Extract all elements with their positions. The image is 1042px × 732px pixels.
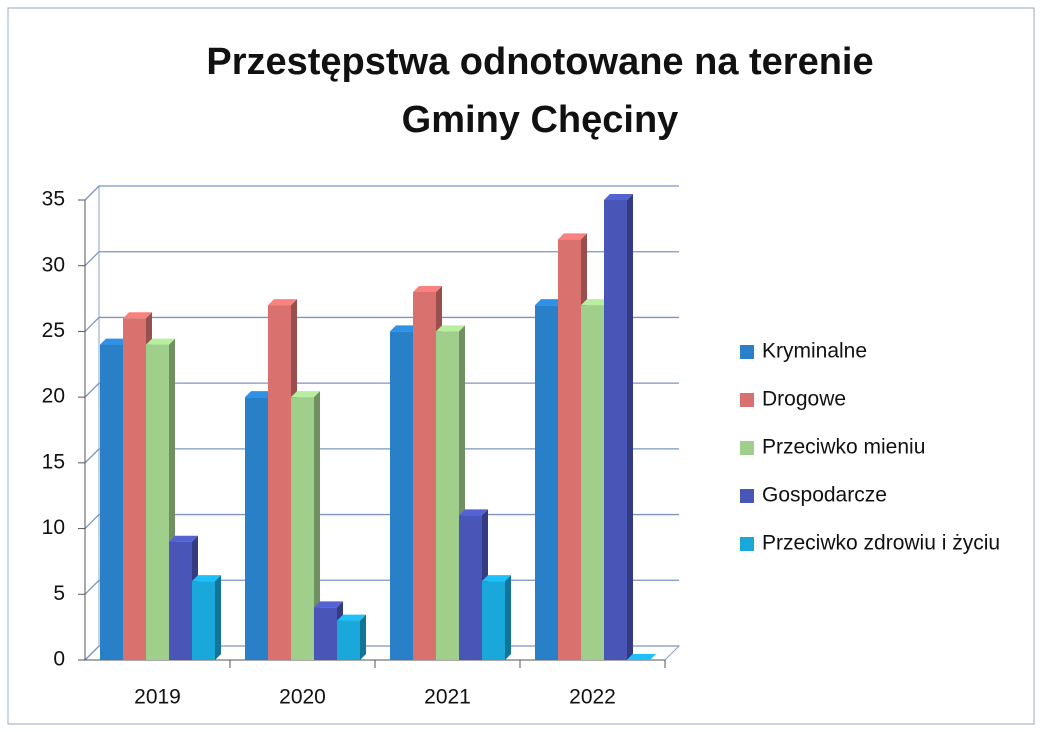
bar bbox=[100, 344, 123, 660]
bar bbox=[413, 292, 436, 660]
bar bbox=[268, 305, 291, 660]
bar-top bbox=[146, 338, 175, 345]
bar-top bbox=[100, 338, 129, 345]
bar bbox=[146, 344, 169, 660]
legend-label: Kryminalne bbox=[762, 340, 867, 363]
bar bbox=[314, 607, 337, 660]
y-tick-label: 5 bbox=[53, 582, 65, 605]
back-wall bbox=[84, 184, 100, 662]
grid-line bbox=[84, 382, 679, 398]
bar-top bbox=[192, 575, 221, 582]
bar-top bbox=[558, 233, 587, 240]
bar bbox=[390, 331, 413, 660]
x-tick-label: 2021 bbox=[424, 686, 471, 709]
bar-side bbox=[215, 575, 221, 660]
y-tick-label: 30 bbox=[42, 253, 65, 276]
y-tick-label: 15 bbox=[42, 450, 65, 473]
x-tick-label: 2022 bbox=[569, 686, 616, 709]
legend-swatch bbox=[740, 345, 754, 359]
legend-label: Gospodarcze bbox=[762, 484, 887, 507]
bar-side bbox=[314, 391, 320, 660]
y-tick-label: 10 bbox=[42, 516, 65, 539]
bar bbox=[535, 305, 558, 660]
y-tick-label: 35 bbox=[42, 188, 65, 211]
bar bbox=[436, 331, 459, 660]
bar-side bbox=[505, 575, 511, 660]
bar bbox=[169, 541, 192, 660]
bar bbox=[192, 581, 215, 660]
bar-top bbox=[413, 286, 442, 292]
grid-line bbox=[84, 448, 679, 464]
chart-title: Przestępstwa odnotowane na terenie bbox=[206, 41, 873, 83]
grid-line bbox=[84, 185, 679, 201]
legend-swatch bbox=[740, 393, 754, 407]
legend-swatch bbox=[740, 537, 754, 551]
bar bbox=[337, 620, 360, 660]
legend-label: Drogowe bbox=[762, 388, 846, 411]
bar-top bbox=[581, 299, 610, 306]
chart-title: Gminy Chęciny bbox=[402, 99, 679, 141]
bar-top bbox=[627, 654, 656, 660]
chart-frame bbox=[7, 7, 1035, 725]
bar-top bbox=[436, 325, 465, 332]
bar bbox=[581, 305, 604, 660]
legend-label: Przeciwko zdrowiu i życiu bbox=[762, 532, 1000, 555]
bar-top bbox=[123, 312, 152, 319]
bar bbox=[482, 581, 505, 660]
bar-top bbox=[459, 509, 488, 516]
bar-top bbox=[268, 299, 297, 306]
bar-side bbox=[360, 614, 366, 660]
bar bbox=[291, 397, 314, 660]
legend-label: Przeciwko mieniu bbox=[762, 436, 925, 459]
bar-top bbox=[291, 391, 320, 398]
bar-top bbox=[535, 299, 564, 306]
bar-top bbox=[604, 194, 633, 200]
bar-top bbox=[245, 391, 274, 398]
bar-side bbox=[627, 194, 633, 660]
legend-swatch bbox=[740, 441, 754, 455]
y-tick-label: 25 bbox=[42, 319, 65, 342]
grid-line bbox=[84, 316, 679, 332]
legend-swatch bbox=[740, 489, 754, 503]
bar-top bbox=[169, 535, 198, 542]
bar bbox=[459, 515, 482, 660]
bar bbox=[604, 200, 627, 660]
bar-top bbox=[314, 601, 343, 608]
y-tick-label: 0 bbox=[53, 648, 65, 671]
bar bbox=[558, 239, 581, 660]
grid-line bbox=[84, 251, 679, 267]
bar-top bbox=[337, 614, 366, 621]
x-tick-label: 2019 bbox=[134, 686, 181, 709]
x-tick-label: 2020 bbox=[279, 686, 326, 709]
bar bbox=[245, 397, 268, 660]
bar-top bbox=[482, 575, 511, 582]
bar-top bbox=[390, 325, 419, 332]
bar bbox=[123, 318, 146, 660]
y-tick-label: 20 bbox=[42, 385, 65, 408]
